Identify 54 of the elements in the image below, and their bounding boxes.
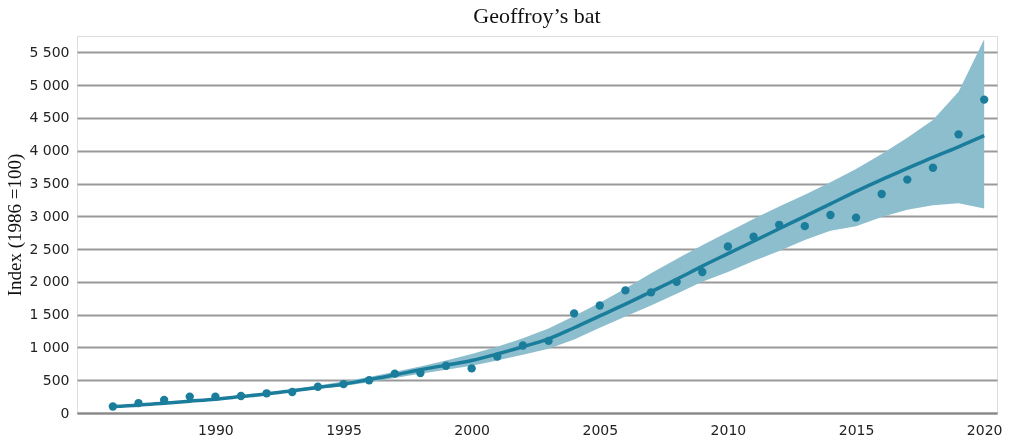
point [288,387,297,397]
point [749,232,758,241]
x-tick-label: 1990 [198,421,234,438]
y-tick-label: 5 000 [29,76,70,93]
point [236,391,246,401]
point [262,389,271,398]
x-tick-label: 2010 [710,421,747,438]
point [518,341,528,350]
point [646,288,656,297]
point [800,221,809,231]
x-tick-label: 2000 [454,421,490,438]
y-axis-title: Index (1986 =100) [4,153,27,297]
y-tick-label: 4 500 [29,109,70,126]
point [185,392,194,401]
point [723,242,733,251]
y-tick-label: 3 000 [29,207,70,224]
point [672,277,681,287]
point [954,130,963,139]
point [339,379,348,389]
y-tick-label: 500 [42,371,70,388]
point [621,286,630,295]
point [544,336,553,346]
point [928,163,938,172]
point [698,267,707,277]
y-tick-label: 4 000 [29,142,70,159]
point [441,361,451,370]
point [364,376,374,385]
y-tick-label: 5 500 [29,43,70,60]
point [774,220,784,229]
point [134,398,143,408]
x-tick-label: 2015 [838,421,875,438]
y-tick-label: 0 [60,404,70,421]
point [826,210,835,220]
point [108,402,118,411]
x-tick-label: 2020 [966,421,1003,438]
point [595,301,604,310]
y-tick-label: 1 000 [29,338,70,355]
point [390,369,399,378]
y-tick-label: 3 500 [29,175,70,192]
x-tick-label: 1995 [326,421,362,438]
chart-title: Geoffroy’s bat [473,3,601,28]
point [467,364,476,373]
point [903,175,912,184]
point [211,392,220,401]
point [877,189,886,199]
y-tick-label: 2 000 [29,273,70,290]
point [980,95,989,104]
point [569,309,579,318]
point [493,352,502,361]
point [851,213,861,222]
point [313,382,323,391]
y-tick-label: 2 500 [29,240,70,257]
x-tick-label: 2005 [582,421,619,438]
y-tick-label: 1 500 [29,306,70,323]
